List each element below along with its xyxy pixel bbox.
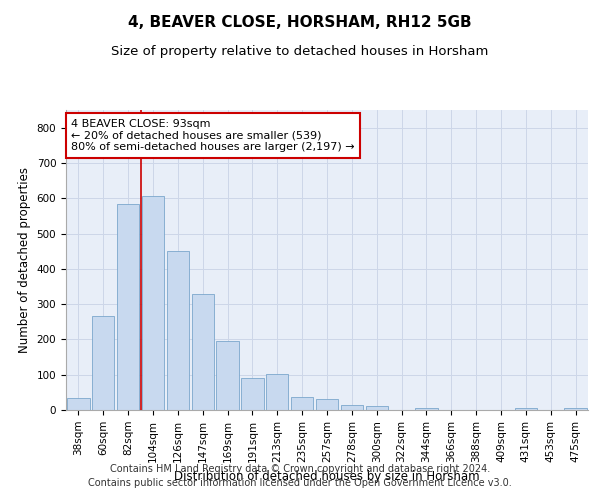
Bar	[67, 398, 89, 410]
Bar	[191, 294, 214, 410]
Bar	[565, 408, 587, 410]
Bar	[92, 316, 115, 410]
Bar	[316, 400, 338, 410]
Bar	[365, 406, 388, 410]
Bar	[167, 251, 189, 410]
Bar	[142, 196, 164, 410]
Text: 4, BEAVER CLOSE, HORSHAM, RH12 5GB: 4, BEAVER CLOSE, HORSHAM, RH12 5GB	[128, 15, 472, 30]
Bar	[341, 404, 363, 410]
Bar	[117, 204, 139, 410]
X-axis label: Distribution of detached houses by size in Horsham: Distribution of detached houses by size …	[174, 470, 480, 483]
Bar	[515, 408, 537, 410]
Bar	[241, 378, 263, 410]
Text: Size of property relative to detached houses in Horsham: Size of property relative to detached ho…	[112, 45, 488, 58]
Bar	[217, 341, 239, 410]
Text: Contains HM Land Registry data © Crown copyright and database right 2024.
Contai: Contains HM Land Registry data © Crown c…	[88, 464, 512, 487]
Text: 4 BEAVER CLOSE: 93sqm
← 20% of detached houses are smaller (539)
80% of semi-det: 4 BEAVER CLOSE: 93sqm ← 20% of detached …	[71, 119, 355, 152]
Bar	[266, 374, 289, 410]
Bar	[415, 408, 437, 410]
Y-axis label: Number of detached properties: Number of detached properties	[18, 167, 31, 353]
Bar	[291, 396, 313, 410]
